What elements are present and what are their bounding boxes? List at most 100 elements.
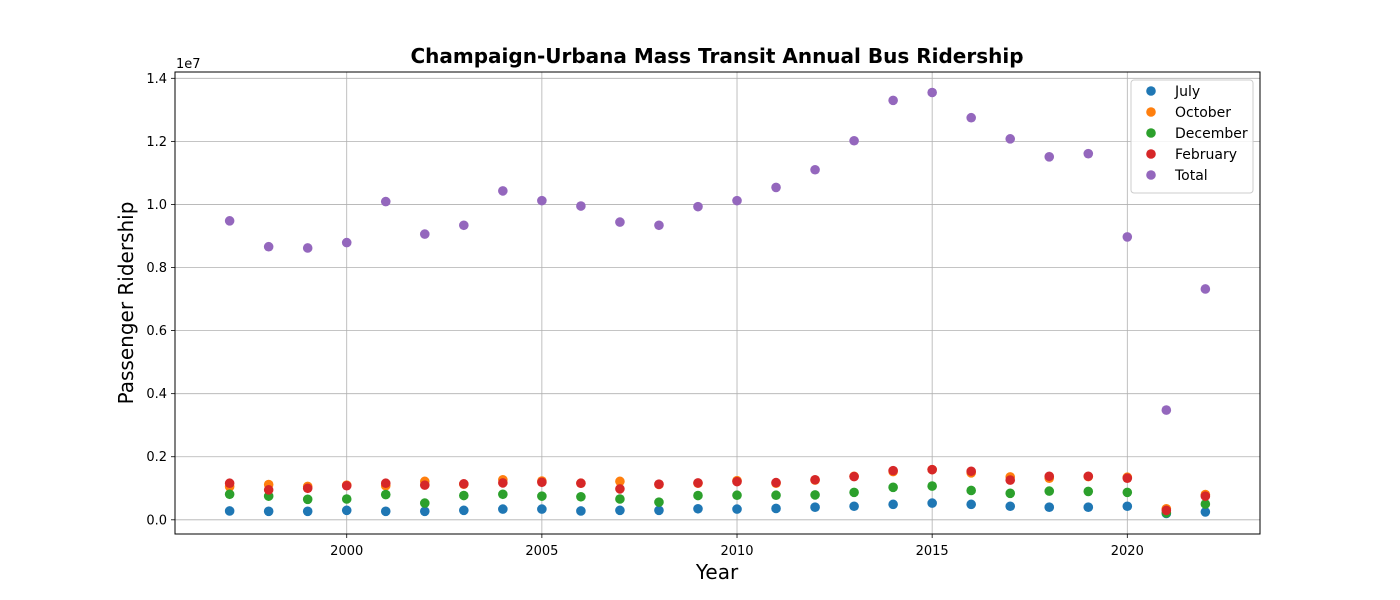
total-point — [459, 220, 469, 231]
total-point — [654, 220, 664, 231]
total-point — [380, 196, 391, 207]
total-point — [419, 229, 430, 239]
grid-lines — [175, 72, 1260, 534]
total-point — [1083, 148, 1094, 159]
december-point — [693, 490, 703, 501]
december-point — [576, 491, 586, 502]
total-point — [615, 217, 625, 227]
y-axis-ticks: 0.0 0.2 0.4 0.6 0.8 1.0 1.2 1.4 — [146, 72, 175, 528]
july-point — [1083, 502, 1094, 512]
total-point — [1044, 152, 1055, 162]
legend-label-july: July — [1174, 84, 1200, 100]
december-point — [654, 497, 664, 507]
total-point — [966, 112, 976, 123]
october-point — [615, 476, 625, 487]
december-point — [537, 491, 547, 501]
total-point — [810, 164, 820, 175]
december-point — [771, 490, 781, 501]
x-tick-label: 2020 — [1111, 544, 1144, 559]
july-point — [693, 503, 703, 514]
december-point — [1122, 487, 1133, 498]
july-point — [459, 505, 469, 516]
july-point — [654, 505, 664, 516]
total-point — [302, 243, 313, 253]
february-point — [1200, 491, 1211, 501]
total-point — [927, 87, 937, 98]
february-point — [888, 465, 898, 476]
december-point — [1044, 486, 1055, 496]
february-point — [810, 474, 820, 485]
february-point — [459, 479, 469, 489]
february-point — [302, 483, 313, 494]
february-point — [966, 466, 976, 477]
data-points — [224, 87, 1211, 519]
december-point — [341, 494, 352, 504]
february-point — [1044, 471, 1055, 482]
july-point — [966, 499, 976, 510]
july-point — [1200, 507, 1211, 517]
total-point — [732, 195, 742, 206]
total-point — [224, 216, 235, 226]
december-point — [1083, 486, 1094, 497]
february-point — [224, 478, 235, 489]
december-point — [888, 482, 898, 493]
total-point — [849, 135, 859, 146]
july-point — [888, 499, 898, 510]
july-point — [849, 501, 859, 512]
july-point — [1044, 502, 1055, 512]
total-point — [537, 195, 547, 206]
december-point — [459, 490, 469, 501]
december-point — [849, 487, 859, 498]
legend-marker-december — [1146, 128, 1156, 138]
february-point — [380, 478, 391, 489]
february-point — [419, 480, 430, 490]
legend-marker-february — [1146, 149, 1156, 159]
y-tick-label: 1.4 — [146, 72, 167, 87]
legend-marker-july — [1146, 86, 1156, 96]
february-point — [693, 478, 703, 488]
x-axis-ticks: 2000 2005 2010 2015 2020 — [330, 534, 1144, 559]
y-tick-label: 0.6 — [146, 324, 167, 339]
total-point — [1200, 284, 1211, 294]
february-point — [1161, 505, 1172, 516]
legend: July October December February Total — [1130, 79, 1254, 194]
december-point — [1005, 488, 1016, 499]
y-axis-offset-label: 1e7 — [176, 57, 201, 72]
february-point — [1083, 471, 1094, 482]
february-point — [263, 485, 274, 495]
february-point — [498, 478, 508, 488]
chart-title: Champaign-Urbana Mass Transit Annual Bus… — [410, 44, 1023, 68]
december-point — [615, 494, 625, 504]
july-point — [1005, 501, 1016, 512]
x-axis-title: Year — [695, 560, 739, 584]
x-tick-label: 2010 — [720, 544, 753, 559]
total-point — [1005, 134, 1016, 144]
y-tick-label: 0.2 — [146, 450, 167, 465]
x-tick-label: 2015 — [916, 544, 949, 559]
december-point — [224, 489, 235, 500]
july-point — [498, 504, 508, 514]
legend-label-october: October — [1175, 105, 1231, 121]
plot-area-frame — [174, 71, 1261, 535]
december-point — [380, 489, 391, 500]
july-point — [615, 505, 625, 516]
total-point — [576, 201, 586, 211]
february-point — [849, 471, 859, 482]
february-point — [615, 484, 625, 494]
y-tick-label: 0.4 — [146, 387, 167, 402]
legend-label-february: February — [1175, 147, 1237, 163]
y-tick-label: 1.2 — [146, 135, 167, 150]
legend-marker-october — [1146, 107, 1156, 117]
july-point — [419, 506, 430, 517]
december-point — [498, 489, 508, 500]
legend-label-december: December — [1175, 126, 1248, 142]
february-point — [341, 480, 352, 491]
x-tick-label: 2005 — [525, 544, 558, 559]
y-tick-label: 0.0 — [146, 513, 167, 528]
february-point — [732, 476, 742, 487]
july-point — [263, 506, 274, 517]
february-point — [654, 479, 664, 489]
total-point — [263, 241, 274, 252]
total-point — [498, 186, 508, 196]
